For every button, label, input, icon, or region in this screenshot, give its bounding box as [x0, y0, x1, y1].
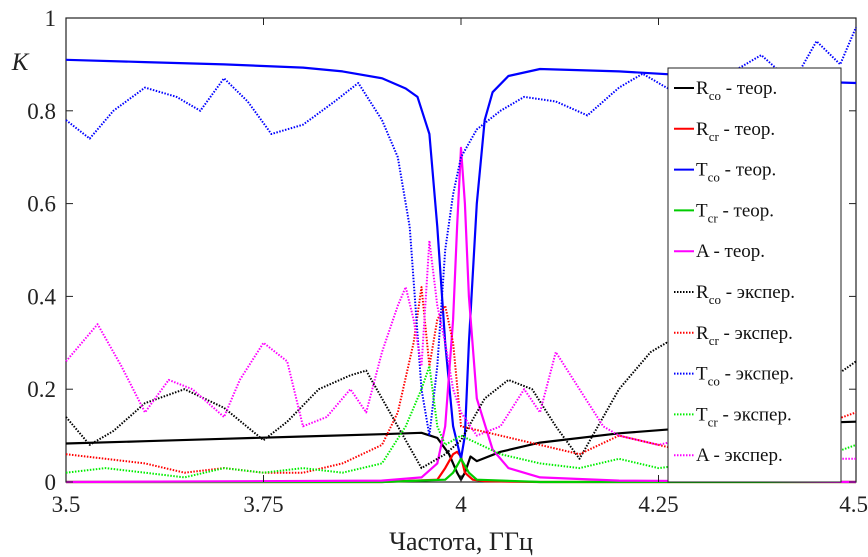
- legend-label: Tcr - экспер.: [696, 404, 792, 429]
- y-tick-label: 1: [45, 6, 57, 31]
- x-tick-label: 4.25: [638, 492, 678, 517]
- y-axis-label: К: [11, 49, 30, 76]
- legend-label: Rco - теор.: [696, 78, 777, 103]
- legend-label: Tcr - теор.: [696, 200, 774, 225]
- y-tick-label: 0.2: [27, 377, 56, 402]
- y-tick-label: 0.4: [27, 284, 56, 309]
- x-axis-label: Частота, ГГц: [389, 527, 533, 556]
- y-tick-label: 0.6: [27, 192, 56, 217]
- y-tick-label: 0.8: [27, 99, 56, 124]
- legend-label: A - экспер.: [696, 445, 783, 466]
- legend-label: Rcr - экспер.: [696, 323, 793, 348]
- legend-label: Rcr - теор.: [696, 119, 775, 144]
- legend-label: A - теор.: [696, 241, 765, 262]
- series-line-4: [65, 146, 857, 484]
- series-line-3: [66, 457, 856, 484]
- x-tick-label: 4.5: [839, 492, 868, 517]
- legend-label: Tco - теор.: [696, 160, 776, 185]
- x-tick-label: 3.5: [52, 492, 81, 517]
- legend-label: Rco - экспер.: [696, 282, 795, 307]
- legend: Rco - теор. Rcr - теор. Tco - теор. Tcr - т…: [667, 67, 842, 483]
- y-tick-label: 0: [45, 470, 57, 495]
- x-tick-label: 3.75: [243, 492, 283, 517]
- series-line-9: [65, 239, 856, 465]
- series-line-8: [65, 365, 857, 479]
- legend-label: Tco - экспер.: [696, 364, 794, 389]
- legend-box: [667, 67, 842, 483]
- x-tick-label: 4: [455, 492, 467, 517]
- tick-layer: 3.5 3.75 4 4.25 4.5 0 0.2 0.4 0.6 0.8 1: [27, 6, 868, 517]
